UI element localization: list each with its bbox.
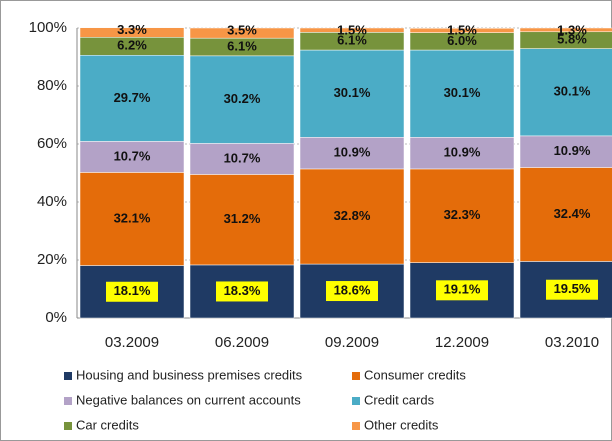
bar-segment: [519, 27, 612, 33]
x-tick-label: 12.2009: [435, 334, 489, 351]
legend-label: Other credits: [364, 417, 439, 432]
bar-segment: [189, 143, 295, 175]
bar-segment: [79, 141, 185, 173]
value-label: 19.1%: [444, 282, 481, 297]
value-label: 10.9%: [444, 145, 481, 160]
bar-segment: [299, 137, 405, 170]
x-tick-label: 09.2009: [325, 334, 379, 351]
y-tick-label: 80%: [37, 77, 67, 94]
bar-segment: [189, 27, 295, 39]
value-label: 6.1%: [337, 33, 367, 48]
label-box: [436, 280, 488, 301]
y-tick-label: 60%: [37, 135, 67, 152]
label-box: [326, 281, 378, 302]
value-label: 32.3%: [444, 207, 481, 222]
value-label: 5.8%: [557, 32, 587, 47]
bar-segment: [409, 49, 515, 138]
bar-segment: [519, 48, 612, 137]
bar-segment: [299, 27, 405, 33]
legend-swatch: [64, 397, 72, 405]
value-label: 1.5%: [447, 23, 477, 38]
bar-segment: [299, 49, 405, 138]
x-tick-label: 03.2009: [105, 334, 159, 351]
value-label: 18.1%: [114, 283, 151, 298]
value-label: 6.0%: [447, 33, 477, 48]
bar-segment: [79, 55, 185, 142]
x-tick-label: 03.2010: [545, 334, 599, 351]
bar-segment: [409, 137, 515, 170]
x-tick-label: 06.2009: [215, 334, 269, 351]
value-label: 30.2%: [224, 91, 261, 106]
value-label: 1.3%: [557, 22, 587, 37]
bar-segment: [189, 174, 295, 266]
legend-swatch: [352, 422, 360, 430]
value-label: 30.1%: [554, 84, 591, 99]
value-label: 32.1%: [114, 210, 151, 225]
value-label: 32.8%: [334, 208, 371, 223]
value-label: 6.1%: [227, 38, 257, 53]
value-label: 19.5%: [554, 281, 591, 296]
legend-label: Housing and business premises credits: [76, 367, 303, 382]
value-label: 10.7%: [114, 148, 151, 163]
legend-label: Negative balances on current accounts: [76, 392, 301, 407]
legend-swatch: [352, 397, 360, 405]
value-label: 10.7%: [224, 150, 261, 165]
label-box: [106, 281, 158, 302]
y-tick-label: 20%: [37, 251, 67, 268]
bar-segment: [189, 55, 295, 144]
label-box: [216, 281, 268, 302]
value-label: 3.3%: [117, 22, 147, 37]
value-label: 6.2%: [117, 38, 147, 53]
legend-swatch: [64, 422, 72, 430]
legend-label: Credit cards: [364, 392, 435, 407]
value-label: 1.5%: [337, 22, 367, 37]
value-label: 3.5%: [227, 22, 257, 37]
legend-swatch: [352, 372, 360, 380]
label-box: [546, 279, 598, 300]
value-label: 29.7%: [114, 90, 151, 105]
legend-label: Car credits: [76, 417, 139, 432]
value-label: 30.1%: [334, 85, 371, 100]
value-label: 10.9%: [554, 143, 591, 158]
value-label: 30.1%: [444, 85, 481, 100]
y-tick-label: 0%: [45, 309, 67, 326]
value-label: 10.9%: [334, 145, 371, 160]
value-label: 18.3%: [224, 283, 261, 298]
legend-swatch: [64, 372, 72, 380]
value-label: 32.4%: [554, 206, 591, 221]
bar-segment: [299, 168, 405, 265]
value-label: 31.2%: [224, 211, 261, 226]
value-label: 18.6%: [334, 282, 371, 297]
legend-label: Consumer credits: [364, 367, 466, 382]
y-tick-label: 100%: [29, 19, 67, 36]
bar-segment: [79, 27, 185, 38]
bar-segment: [409, 28, 515, 33]
y-tick-label: 40%: [37, 193, 67, 210]
bar-segment: [79, 172, 185, 266]
